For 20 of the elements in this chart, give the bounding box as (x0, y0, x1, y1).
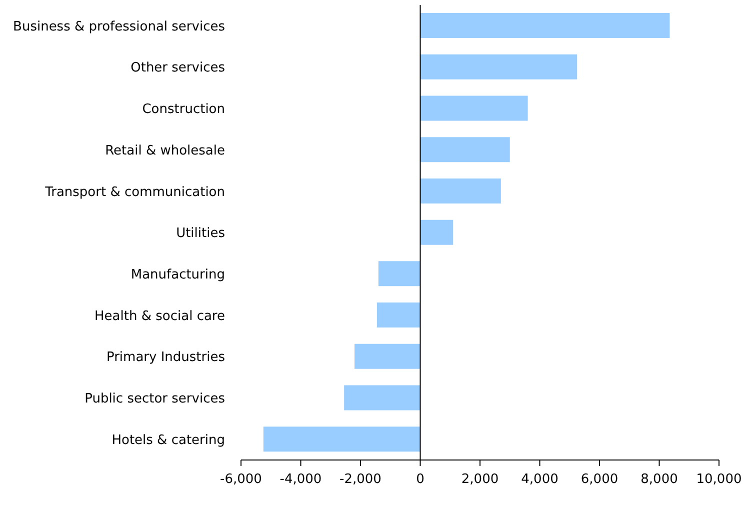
y-tick-label: Utilities (176, 226, 226, 242)
y-tick-label: Construction (142, 102, 225, 118)
x-tick-label: 10,000 (696, 472, 742, 488)
y-tick-label: Other services (130, 60, 226, 76)
x-tick-label: 8,000 (640, 472, 678, 488)
x-tick-label: 2,000 (461, 472, 499, 488)
x-tick-label: -4,000 (280, 472, 322, 488)
x-tick-label: 4,000 (521, 472, 558, 488)
y-tick-label: Retail & wholesale (105, 143, 225, 158)
y-tick-label: Manufacturing (130, 267, 225, 282)
y-tick-label: Health & social care (94, 308, 225, 324)
x-tick-label: 6,000 (580, 472, 618, 488)
x-tick-label: -2,000 (340, 472, 382, 488)
y-tick-label: Transport & communication (44, 184, 225, 200)
y-tick-label: Primary Industries (106, 350, 226, 366)
y-tick-label: Public sector services (84, 392, 226, 407)
y-tick-label: Business & professional services (13, 19, 226, 34)
x-tick-label: -6,000 (220, 472, 262, 488)
y-tick-label: Hotels & catering (112, 432, 225, 448)
x-tick-label: 0 (416, 472, 424, 488)
